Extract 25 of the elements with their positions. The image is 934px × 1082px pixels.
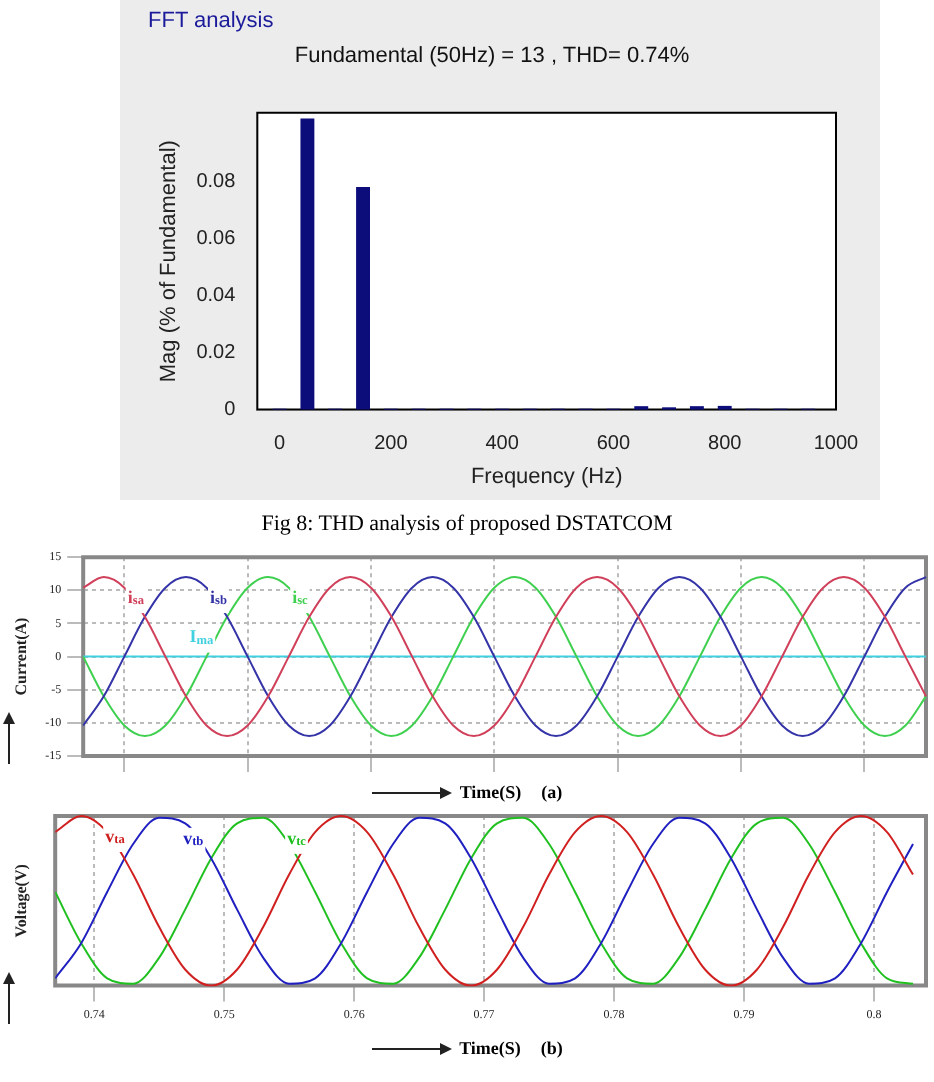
y-tick-label: 0.04 <box>196 284 237 307</box>
bar <box>356 187 370 410</box>
bar <box>300 118 315 410</box>
x-tick-label: 1000 <box>813 433 860 456</box>
x-tick-label: 600 <box>596 433 631 456</box>
chart-subtitle: Fundamental (50Hz) = 13 , THD= 0.74% <box>294 43 690 68</box>
y-tick-label: 0.08 <box>196 170 237 193</box>
y-axis-title: Mag (% of Fundamental) <box>157 140 182 383</box>
caption: Fig 8: THD analysis of proposed DSTATCOM <box>261 512 673 536</box>
y-axis-title: Current(A) <box>11 616 30 696</box>
y-axis-title: Voltage(V) <box>11 863 30 938</box>
chart-title: FFT analysis <box>148 9 275 34</box>
x-tick-label: 200 <box>374 433 409 456</box>
y-tick-label: 0 <box>224 399 237 422</box>
x-tick-label: 800 <box>708 433 743 456</box>
text: (a) <box>541 782 563 802</box>
x-axis-title: Time(S) <box>459 782 522 802</box>
text: (b) <box>540 1038 563 1058</box>
y-tick-label: 0.06 <box>196 227 237 250</box>
x-tick-label: 0 <box>274 433 287 456</box>
y-tick-label: 0.02 <box>196 342 237 365</box>
line-series <box>82 576 927 738</box>
x-axis-title: Time(S) <box>459 1038 521 1058</box>
x-axis-title: Frequency (Hz) <box>470 464 623 489</box>
x-tick-label: 400 <box>485 433 520 456</box>
